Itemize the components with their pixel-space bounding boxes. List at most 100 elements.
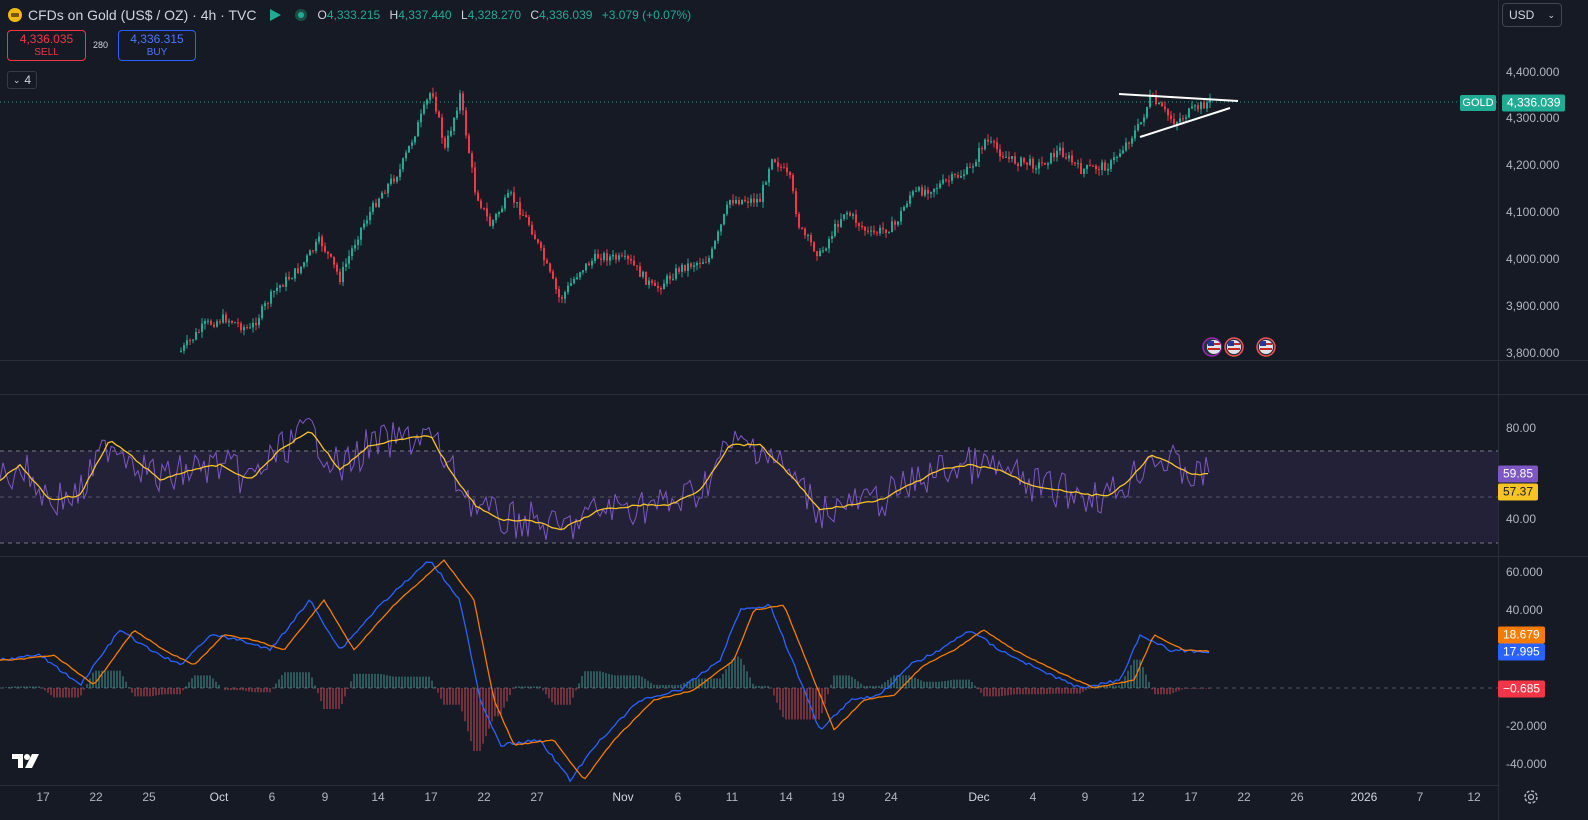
buy-button[interactable]: 4,336.315 BUY — [118, 30, 196, 61]
candle-body — [585, 263, 587, 271]
candle-body — [810, 235, 812, 243]
candle-body — [480, 200, 482, 208]
pane-separator[interactable] — [0, 360, 1588, 361]
candle-body — [906, 203, 908, 207]
candle-body — [498, 212, 500, 215]
trendline-lower[interactable] — [1139, 107, 1231, 138]
candle-body — [816, 251, 818, 256]
pane-separator[interactable] — [0, 556, 1588, 557]
candle-body — [510, 192, 512, 194]
candle-body — [561, 297, 563, 299]
tradingview-logo-icon[interactable] — [12, 753, 42, 769]
candle-body — [648, 280, 650, 285]
candle-body — [456, 110, 458, 118]
candle-body — [612, 254, 614, 257]
candle-body — [729, 200, 731, 205]
candle-body — [945, 179, 947, 181]
candle-body — [1137, 124, 1139, 131]
candle-body — [267, 303, 269, 305]
candle-body — [1062, 147, 1064, 158]
low-key: L — [460, 8, 468, 22]
candle-body — [351, 248, 353, 256]
us-flag-event-icon[interactable] — [1256, 337, 1276, 357]
candle-body — [780, 166, 782, 168]
candle-body — [186, 340, 188, 346]
sell-button[interactable]: 4,336.035 SELL — [7, 30, 86, 61]
market-open-flag-icon[interactable] — [270, 9, 282, 21]
data-status-icon[interactable] — [295, 9, 308, 21]
symbol-title[interactable]: CFDs on Gold (US$ / OZ) · 4h · TVC — [28, 7, 257, 23]
time-tick: 12 — [1131, 790, 1145, 804]
candle-body — [1068, 155, 1070, 159]
candle-body — [261, 306, 263, 319]
candle-body — [417, 122, 419, 137]
candle-body — [738, 200, 740, 205]
macd-tick: -20.000 — [1506, 719, 1547, 733]
candle-body — [288, 276, 290, 280]
settings-gear-icon[interactable] — [1522, 788, 1540, 806]
candle-body — [1164, 106, 1166, 110]
candle-body — [651, 280, 653, 283]
candle-body — [216, 321, 218, 327]
candle-body — [672, 278, 674, 280]
candle-body — [579, 272, 581, 278]
macd-line — [0, 561, 1210, 783]
time-axis[interactable] — [0, 785, 1498, 820]
time-tick: 6 — [674, 790, 682, 804]
sell-label: SELL — [34, 47, 59, 58]
candle-body — [1065, 157, 1067, 159]
candle-body — [1107, 168, 1109, 171]
candle-body — [870, 230, 872, 232]
candle-body — [1155, 96, 1157, 104]
candle-body — [759, 198, 761, 203]
us-flag-event-icon[interactable] — [1224, 337, 1244, 357]
currency-select[interactable]: USD ⌄ — [1502, 3, 1562, 27]
candle-body — [954, 174, 956, 176]
chart-canvas[interactable] — [0, 0, 1498, 785]
candle-body — [204, 321, 206, 324]
candle-body — [453, 117, 455, 131]
candle-body — [987, 139, 989, 142]
candle-body — [963, 174, 965, 176]
pane-separator[interactable] — [0, 394, 1588, 395]
close-key: C — [530, 8, 540, 22]
candle-body — [633, 260, 635, 266]
candle-body — [639, 266, 641, 277]
candle-body — [1179, 118, 1181, 123]
indicators-toggle[interactable]: ⌄ 4 — [7, 71, 37, 89]
candle-body — [273, 291, 275, 293]
candle-body — [1128, 142, 1130, 144]
candle-body — [333, 256, 335, 265]
candle-body — [324, 246, 326, 252]
candle-body — [552, 271, 554, 279]
candle-body — [1173, 119, 1175, 125]
candle-body — [189, 340, 191, 342]
candle-body — [366, 220, 368, 224]
candle-body — [396, 177, 398, 182]
candlestick-series — [180, 87, 1211, 354]
candle-body — [741, 199, 743, 205]
candle-body — [921, 187, 923, 196]
candle-body — [1011, 156, 1013, 159]
candle-body — [1002, 156, 1004, 158]
candle-body — [477, 192, 479, 201]
candle-body — [771, 159, 773, 170]
candle-body — [393, 178, 395, 182]
candle-body — [933, 188, 935, 193]
candle-body — [768, 169, 770, 183]
us-flag-event-icon[interactable] — [1202, 337, 1222, 357]
candle-body — [201, 323, 203, 333]
candle-body — [618, 255, 620, 260]
trendline-upper[interactable] — [1118, 93, 1239, 102]
candle-body — [336, 264, 338, 272]
candle-body — [213, 324, 215, 327]
macd-tick: 40.000 — [1506, 603, 1543, 617]
price-axis[interactable] — [1498, 0, 1588, 820]
candle-body — [1158, 102, 1160, 104]
candle-body — [798, 214, 800, 228]
candle-body — [873, 230, 875, 233]
candle-body — [693, 265, 695, 267]
candle-body — [387, 183, 389, 194]
candle-body — [714, 240, 716, 249]
candle-body — [615, 254, 617, 260]
